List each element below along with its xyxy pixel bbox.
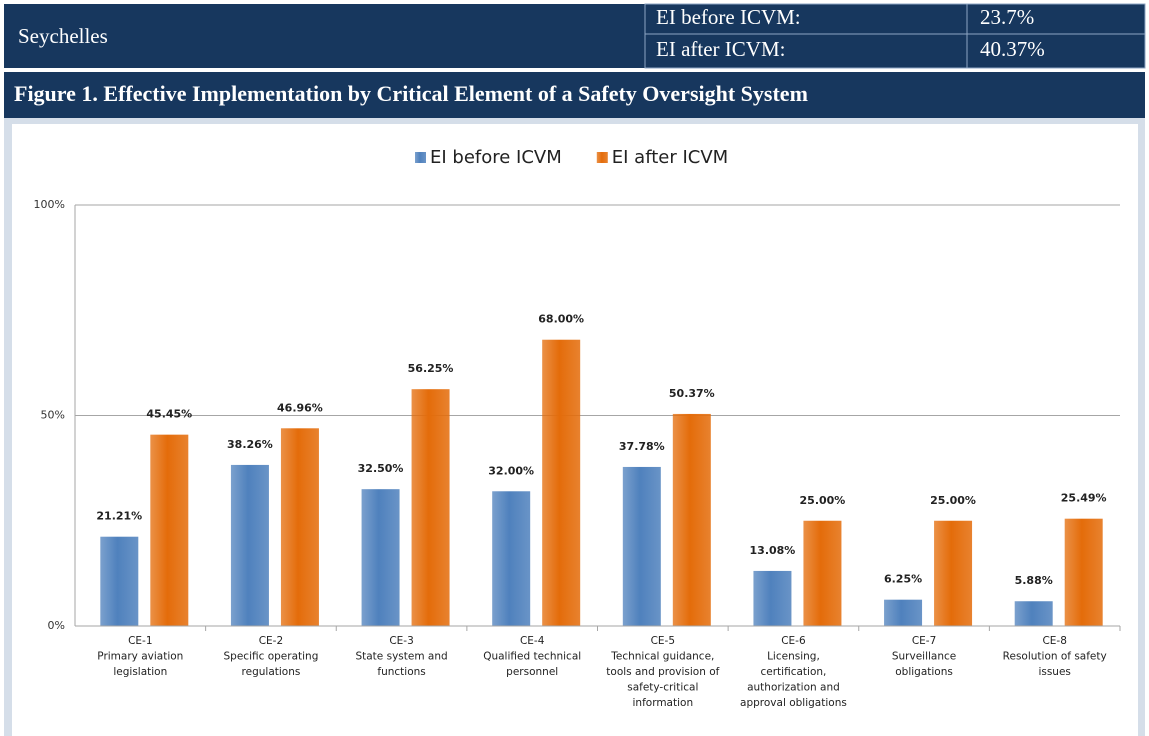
- x-tick-label: State system and: [355, 651, 447, 663]
- x-tick-label: functions: [377, 666, 425, 678]
- bar: [411, 389, 450, 626]
- country-cell: [4, 4, 645, 68]
- bar: [803, 520, 842, 626]
- x-tick-label: CE-7: [912, 635, 936, 647]
- x-tick-label: Licensing,: [767, 651, 820, 663]
- x-tick-label: Primary aviation: [97, 651, 183, 663]
- x-tick-label: regulations: [242, 666, 301, 678]
- x-tick-label: Technical guidance,: [610, 651, 714, 663]
- x-tick-label: CE-8: [1042, 635, 1066, 647]
- bar: [753, 570, 792, 626]
- x-tick-label: information: [633, 697, 694, 709]
- x-tick-label: Resolution of safety: [1003, 651, 1107, 663]
- x-tick-label: authorization and: [747, 682, 840, 694]
- value-label: 13.08%: [750, 544, 796, 557]
- value-label: 50.37%: [669, 387, 715, 400]
- bar: [100, 536, 139, 626]
- value-label: 21.21%: [96, 510, 142, 523]
- bar: [672, 413, 711, 626]
- value-label: 37.78%: [619, 440, 665, 453]
- x-tick-label: approval obligations: [740, 697, 847, 709]
- value-label: 38.26%: [227, 438, 273, 451]
- bar: [1064, 518, 1103, 626]
- row-value: 40.37%: [980, 37, 1045, 61]
- value-label: 68.00%: [538, 313, 584, 326]
- country: Seychelles: [18, 24, 108, 48]
- bar: [280, 428, 319, 626]
- x-tick-label: personnel: [506, 666, 558, 678]
- value-label: 25.00%: [800, 494, 846, 507]
- value-label: 46.96%: [277, 401, 323, 414]
- y-tick-label: 0%: [48, 619, 65, 632]
- value-label: 56.25%: [408, 362, 454, 375]
- x-tick-label: tools and provision of: [606, 666, 719, 678]
- value-label: 45.45%: [146, 408, 192, 421]
- bar: [542, 339, 581, 626]
- x-tick-label: obligations: [895, 666, 953, 678]
- row-label: EI after ICVM:: [656, 37, 785, 61]
- x-tick-label: CE-5: [651, 635, 675, 647]
- title-bar: [4, 72, 1145, 118]
- x-tick-label: safety-critical: [627, 682, 698, 694]
- x-tick-label: certification,: [761, 666, 827, 678]
- x-tick-label: CE-4: [520, 635, 545, 647]
- figure-title: Figure 1. Effective Implementation by Cr…: [14, 81, 808, 106]
- x-tick-label: CE-6: [781, 635, 806, 647]
- value-label: 25.00%: [930, 494, 976, 507]
- value-label: 25.49%: [1061, 492, 1107, 505]
- row-label: EI before ICVM:: [656, 5, 801, 29]
- legend-label: EI after ICVM: [612, 147, 728, 168]
- x-tick-label: Specific operating: [224, 651, 319, 663]
- x-tick-label: Qualified technical: [483, 651, 581, 663]
- row-cell: [644, 33, 1146, 69]
- bar: [1014, 601, 1053, 626]
- legend-swatch: [415, 152, 426, 163]
- bar: [934, 520, 973, 626]
- x-tick-label: CE-2: [259, 635, 283, 647]
- x-tick-label: issues: [1038, 666, 1070, 678]
- y-tick-label: 50%: [41, 409, 65, 422]
- x-tick-label: Surveillance: [892, 651, 956, 663]
- bar: [150, 434, 189, 626]
- legend-label: EI before ICVM: [430, 147, 562, 168]
- bar: [622, 466, 661, 626]
- y-tick-label: 100%: [34, 198, 65, 211]
- bar: [492, 491, 531, 626]
- value-label: 5.88%: [1015, 574, 1053, 587]
- value-label: 32.50%: [358, 462, 404, 475]
- bar: [230, 464, 269, 626]
- value-label: 32.00%: [488, 464, 534, 477]
- x-tick-label: CE-1: [128, 635, 152, 647]
- legend-swatch: [596, 152, 608, 163]
- value-label: 6.25%: [884, 573, 922, 586]
- bar: [361, 489, 400, 626]
- x-tick-label: legislation: [113, 666, 167, 678]
- row-value: 23.7%: [980, 5, 1034, 29]
- x-tick-label: CE-3: [389, 635, 413, 647]
- bar: [884, 599, 923, 626]
